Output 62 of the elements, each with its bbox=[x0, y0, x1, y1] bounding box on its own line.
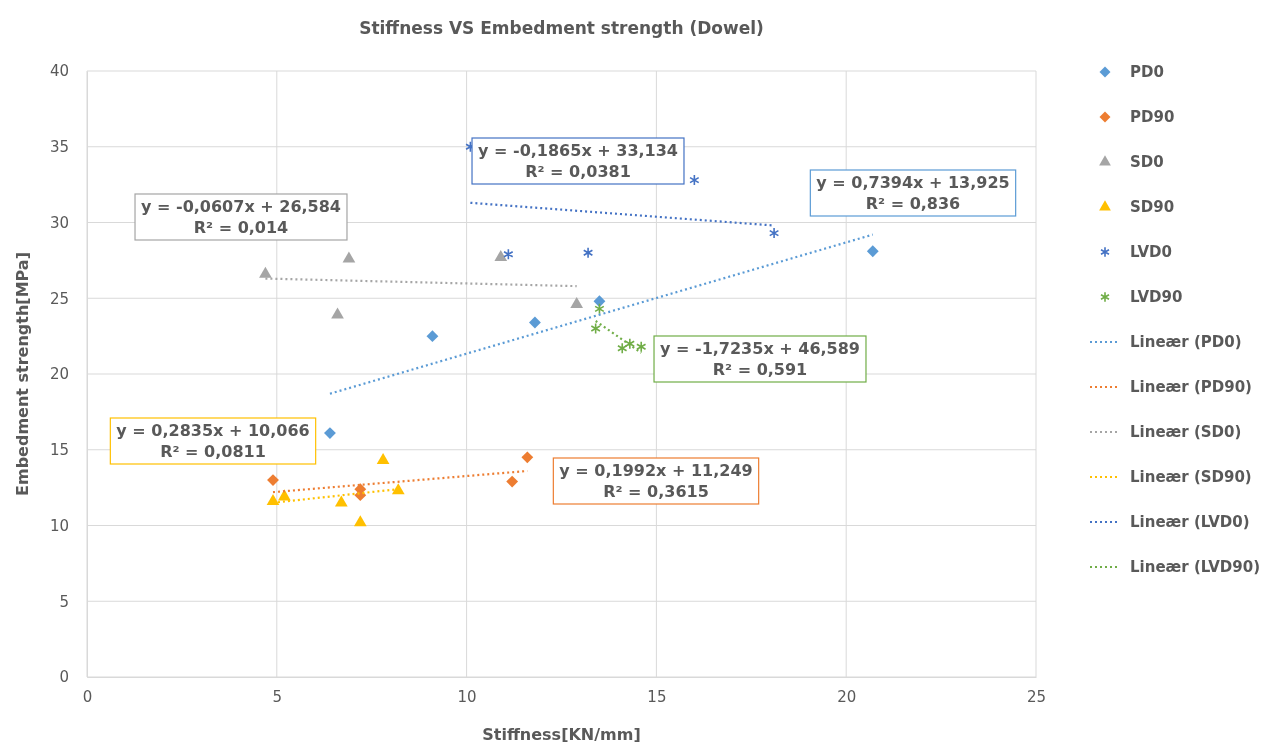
legend-label: LVD0 bbox=[1130, 243, 1172, 261]
x-tick-label: 15 bbox=[647, 687, 667, 706]
y-tick-label: 0 bbox=[59, 668, 69, 687]
legend-label: SD0 bbox=[1130, 153, 1164, 171]
annotation: y = 0,1992x + 11,249 R² = 0,3615 bbox=[559, 461, 753, 501]
legend-label: Lineær (LVD90) bbox=[1130, 558, 1261, 576]
y-axis-title: Embedment strength[MPa] bbox=[13, 252, 32, 496]
point bbox=[331, 307, 344, 319]
point bbox=[494, 250, 508, 262]
point bbox=[426, 330, 439, 343]
legend-label: PD0 bbox=[1130, 63, 1164, 81]
legend-label: SD90 bbox=[1130, 198, 1175, 216]
x-tick-label: 10 bbox=[457, 687, 477, 706]
point bbox=[376, 453, 390, 465]
annotation: y = 0,2835x + 10,066 R² = 0,0811 bbox=[116, 421, 310, 461]
annotation: y = -0,1865x + 33,134 R² = 0,0381 bbox=[478, 141, 678, 181]
legend-label: LVD90 bbox=[1130, 288, 1183, 306]
point bbox=[594, 303, 605, 315]
legend-label: Lineær (PD90) bbox=[1130, 378, 1252, 396]
point bbox=[590, 322, 601, 335]
legend-label: Lineær (PD0) bbox=[1130, 333, 1242, 351]
point bbox=[391, 483, 405, 495]
point bbox=[768, 227, 780, 239]
y-tick-label: 5 bbox=[59, 592, 69, 611]
annotation: y = -0,0607x + 26,584 R² = 0,014 bbox=[141, 197, 341, 237]
point bbox=[503, 248, 514, 261]
point bbox=[582, 247, 594, 259]
y-tick-label: 25 bbox=[49, 289, 69, 308]
legend-label: Lineær (SD0) bbox=[1130, 423, 1242, 441]
chart-title: Stiffness VS Embedment strength (Dowel) bbox=[359, 18, 764, 38]
x-axis-title: Stiffness[KN/mm] bbox=[482, 725, 641, 744]
point bbox=[866, 245, 879, 258]
y-tick-label: 15 bbox=[49, 441, 69, 460]
point bbox=[506, 475, 519, 488]
point bbox=[689, 174, 700, 186]
point bbox=[266, 493, 280, 505]
legend-label: Lineær (LVD0) bbox=[1130, 513, 1250, 531]
point bbox=[617, 342, 628, 355]
annotation: y = 0,7394x + 13,925 R² = 0,836 bbox=[816, 173, 1010, 213]
point bbox=[624, 337, 635, 350]
legend-label: Lineær (SD90) bbox=[1130, 468, 1252, 486]
x-tick-label: 5 bbox=[272, 687, 283, 706]
legend-label: PD90 bbox=[1130, 108, 1175, 126]
point bbox=[324, 427, 336, 439]
point bbox=[521, 451, 534, 464]
y-tick-label: 40 bbox=[49, 62, 69, 81]
y-tick-label: 20 bbox=[49, 365, 69, 384]
x-tick-label: 25 bbox=[1026, 687, 1047, 706]
x-tick-label: 0 bbox=[82, 687, 93, 706]
point bbox=[334, 495, 348, 507]
y-tick-label: 30 bbox=[49, 213, 69, 232]
y-tick-label: 35 bbox=[49, 138, 69, 157]
x-tick-label: 20 bbox=[837, 687, 857, 706]
point bbox=[636, 340, 647, 353]
annotation: y = -1,7235x + 46,589 R² = 0,591 bbox=[660, 339, 860, 379]
point bbox=[259, 266, 272, 278]
point bbox=[353, 515, 367, 527]
point bbox=[570, 296, 584, 308]
point bbox=[342, 251, 356, 263]
point bbox=[593, 295, 606, 308]
y-tick-label: 10 bbox=[49, 516, 69, 535]
point bbox=[529, 316, 541, 329]
